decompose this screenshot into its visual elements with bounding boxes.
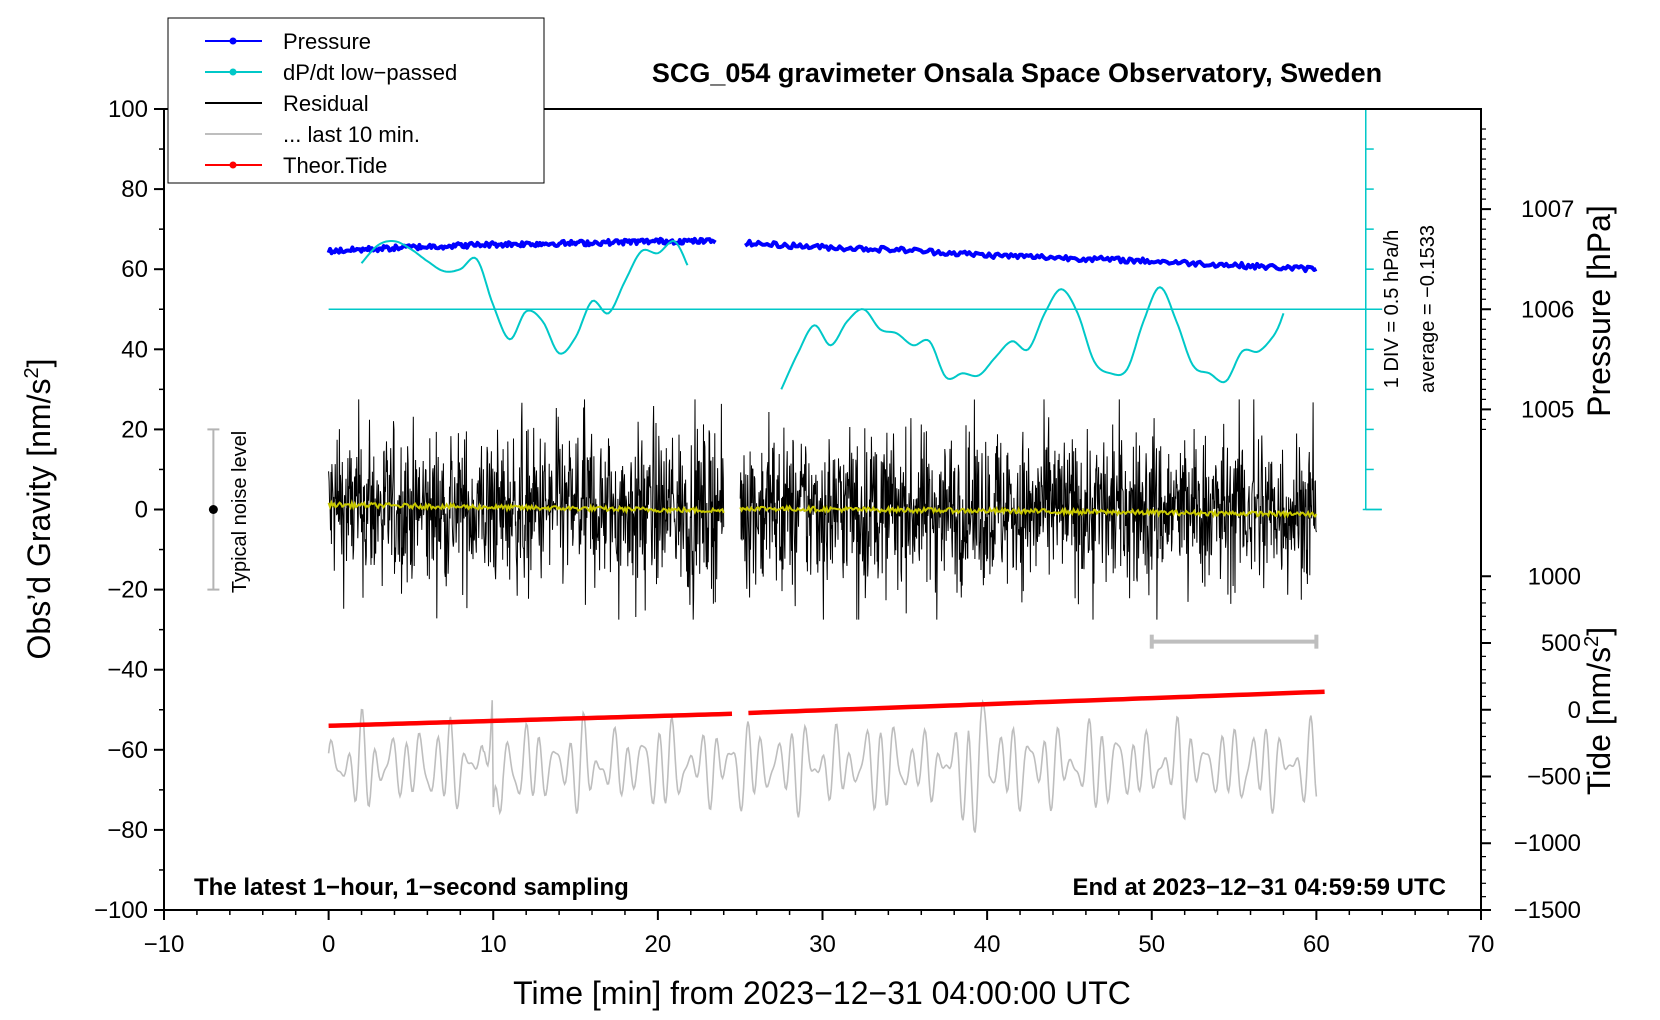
y-tick-label: 0 (135, 497, 148, 524)
y-tick-label: 40 (121, 336, 148, 363)
legend-label-2: dP/dt low−passed (283, 60, 457, 85)
annotation-bottom-right: End at 2023−12−31 04:59:59 UTC (1072, 874, 1446, 901)
x-tick-label: 60 (1303, 931, 1330, 958)
x-tick-label: 0 (322, 931, 335, 958)
y-axis-label-left-sup: 2 (21, 367, 43, 378)
legend: Pressure dP/dt low−passed Residual ... last… (167, 17, 545, 184)
series-theor-tide-segment-1 (328, 711, 733, 729)
dpdt-average-label: average = −0.1533 (1417, 225, 1439, 393)
legend-marker-2 (229, 68, 237, 76)
data-layer (207, 108, 1383, 833)
x-tick-label: 40 (974, 931, 1001, 958)
series-residual-segment-2 (739, 399, 1317, 620)
tide-tick-label: 1000 (1528, 563, 1581, 590)
y-axis-label-tide-close: ] (1581, 627, 1617, 636)
y-axis-label-pressure: Pressure [hPa] (1581, 205, 1617, 417)
x-tick-label: 20 (645, 931, 672, 958)
series-dpdt-segment-2 (780, 286, 1285, 390)
series-theor-tide-segment-2 (748, 689, 1325, 716)
y-axis-label-tide-text: Tide [nm/s (1581, 647, 1617, 795)
x-tick-label: 50 (1138, 931, 1165, 958)
y-axis-label-left: Obs’d Gravity [nm/s2] (21, 359, 57, 660)
series-dpdt-segment-1 (360, 239, 689, 355)
tide-tick-label: −1500 (1514, 897, 1581, 924)
y-tick-label: 80 (121, 176, 148, 203)
series-residual-smoothed-segment-2 (739, 504, 1318, 520)
y-tick-label: −80 (107, 817, 148, 844)
axes-layer: −10 0 10 20 30 40 50 60 70100806040200−20−40−60−… (94, 96, 1581, 958)
tide-tick-label: 0 (1568, 697, 1581, 724)
legend-label-3: Residual (283, 91, 369, 116)
tide-tick-label: −500 (1527, 763, 1581, 790)
dpdt-scale-label: 1 DIV = 0.5 hPa/h (1381, 230, 1403, 388)
pressure-tick-label: 1007 (1521, 196, 1574, 223)
legend-label-5: Theor.Tide (283, 153, 387, 178)
y-tick-label: 100 (108, 96, 148, 123)
y-tick-label: −40 (107, 657, 148, 684)
chart-title: SCG_054 gravimeter Onsala Space Observat… (652, 58, 1382, 88)
x-tick-label: 70 (1468, 931, 1495, 958)
legend-marker-1 (229, 37, 237, 45)
noise-level-dot (208, 505, 218, 514)
series-pressure-segment-1 (326, 236, 717, 256)
y-tick-label: −100 (94, 897, 148, 924)
pressure-tick-label: 1005 (1521, 396, 1574, 423)
series-residual-smoothed-segment-1 (327, 499, 725, 516)
y-axis-label-left-text: Obs’d Gravity [nm/s (21, 379, 57, 660)
y-axis-label-left-close: ] (21, 359, 57, 368)
legend-entries: Pressure dP/dt low−passed Residual ... last… (205, 29, 457, 178)
x-tick-label: 10 (480, 931, 507, 958)
series-last-10-min-line (327, 699, 1318, 833)
y-tick-label: −20 (107, 577, 148, 604)
tide-tick-label: 500 (1541, 630, 1581, 657)
legend-marker-5 (229, 161, 237, 169)
x-tick-label: −10 (144, 931, 185, 958)
series-residual-segment-1 (328, 399, 725, 620)
legend-label-4: ... last 10 min. (283, 122, 420, 147)
y-tick-label: −60 (107, 737, 148, 764)
y-axis-label-tide-sup: 2 (1581, 636, 1603, 647)
legend-box (167, 17, 545, 184)
tide-tick-label: −1000 (1514, 830, 1581, 857)
y-tick-label: 60 (121, 256, 148, 283)
x-axis-label: Time [min] from 2023−12−31 04:00:00 UTC (513, 975, 1131, 1011)
noise-level-label: Typical noise level (229, 431, 251, 593)
y-tick-label: 20 (121, 416, 148, 443)
annotation-bottom-left: The latest 1−hour, 1−second sampling (194, 874, 629, 901)
y-axis-label-tide: Tide [nm/s2] (1581, 627, 1617, 795)
legend-label-1: Pressure (283, 29, 371, 54)
series-pressure-segment-2 (744, 238, 1318, 274)
pressure-tick-label: 1006 (1521, 296, 1574, 323)
x-tick-label: 30 (809, 931, 836, 958)
